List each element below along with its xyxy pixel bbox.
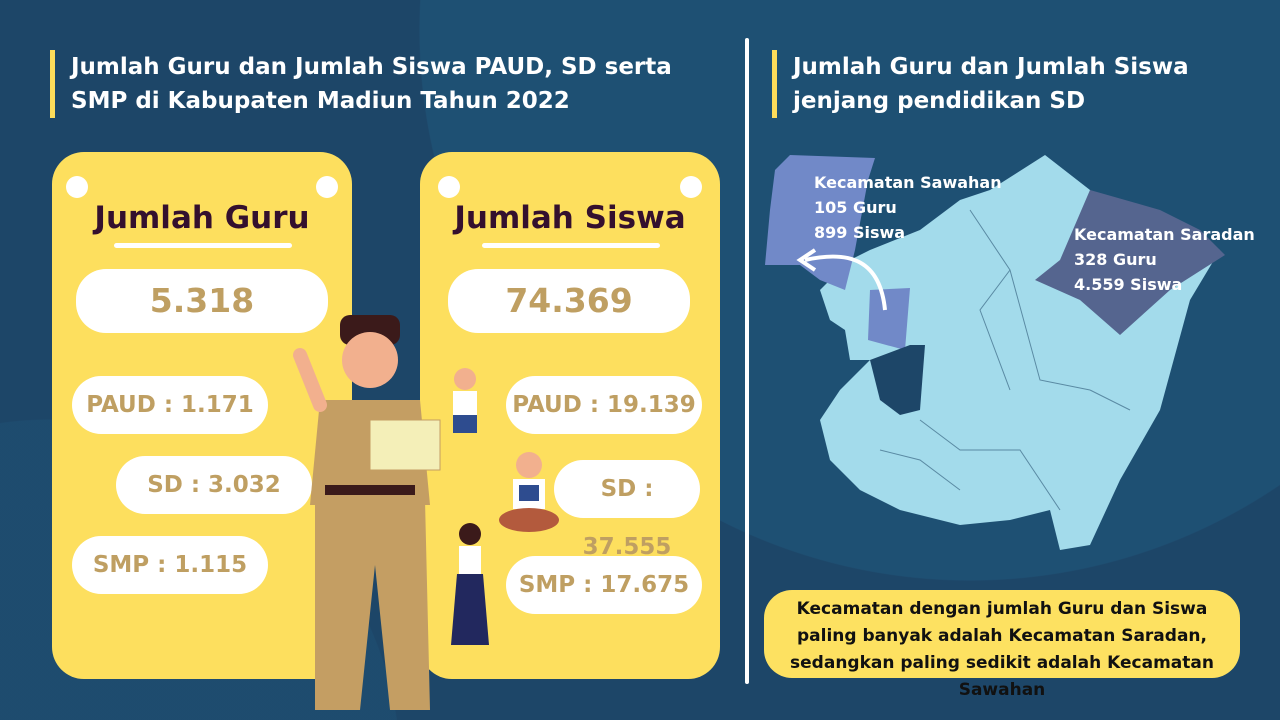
map-region-sawahan bbox=[868, 288, 910, 350]
guru-paud: PAUD : 1.171 bbox=[72, 376, 268, 434]
guru-heading: Jumlah Guru bbox=[94, 200, 310, 236]
siswa-total: 74.369 bbox=[448, 269, 690, 333]
card-hole bbox=[680, 176, 702, 198]
siswa-paud: PAUD : 19.139 bbox=[506, 376, 702, 434]
heading-underline bbox=[482, 243, 660, 248]
map-borders bbox=[879, 209, 1131, 511]
summary-note: Kecamatan dengan jumlah Guru dan Siswa p… bbox=[764, 590, 1240, 700]
siswa-heading: Jumlah Siswa bbox=[454, 200, 686, 236]
saradan-name: Kecamatan Saradan bbox=[1074, 225, 1255, 244]
card-hole bbox=[66, 176, 88, 198]
student-boy-icon bbox=[453, 368, 477, 433]
guru-card: Jumlah Guru 5.318 PAUD : 1.171 SD : 3.03… bbox=[52, 152, 352, 679]
sawahan-label: Kecamatan Sawahan 105 Guru 899 Siswa bbox=[814, 170, 1002, 245]
sawahan-name: Kecamatan Sawahan bbox=[814, 173, 1002, 192]
saradan-siswa: 4.559 Siswa bbox=[1074, 275, 1183, 294]
student-girl-icon bbox=[451, 523, 489, 645]
student-reading-icon bbox=[499, 452, 559, 532]
left-title: Jumlah Guru dan Jumlah Siswa PAUD, SD se… bbox=[50, 50, 710, 118]
guru-sd: SD : 3.032 bbox=[116, 456, 312, 514]
heading-underline bbox=[114, 243, 292, 248]
arrow-icon bbox=[804, 254, 887, 311]
saradan-guru: 328 Guru bbox=[1074, 250, 1157, 269]
map-region-saradan bbox=[1035, 190, 1225, 335]
card-hole bbox=[438, 176, 460, 198]
madiun-map bbox=[765, 155, 1225, 550]
siswa-smp: SMP : 17.675 bbox=[506, 556, 702, 614]
guru-smp: SMP : 1.115 bbox=[72, 536, 268, 594]
right-title: Jumlah Guru dan Jumlah Siswa jenjang pen… bbox=[772, 50, 1212, 118]
guru-total: 5.318 bbox=[76, 269, 328, 333]
sawahan-siswa: 899 Siswa bbox=[814, 223, 906, 242]
saradan-label: Kecamatan Saradan 328 Guru 4.559 Siswa bbox=[1074, 222, 1255, 297]
arrow-head-icon bbox=[796, 248, 817, 272]
card-hole bbox=[316, 176, 338, 198]
divider bbox=[745, 38, 749, 684]
siswa-sd: SD : 37.555 bbox=[554, 460, 700, 560]
sawahan-guru: 105 Guru bbox=[814, 198, 897, 217]
teacher-illustration bbox=[293, 315, 441, 710]
map-gap bbox=[870, 345, 925, 415]
